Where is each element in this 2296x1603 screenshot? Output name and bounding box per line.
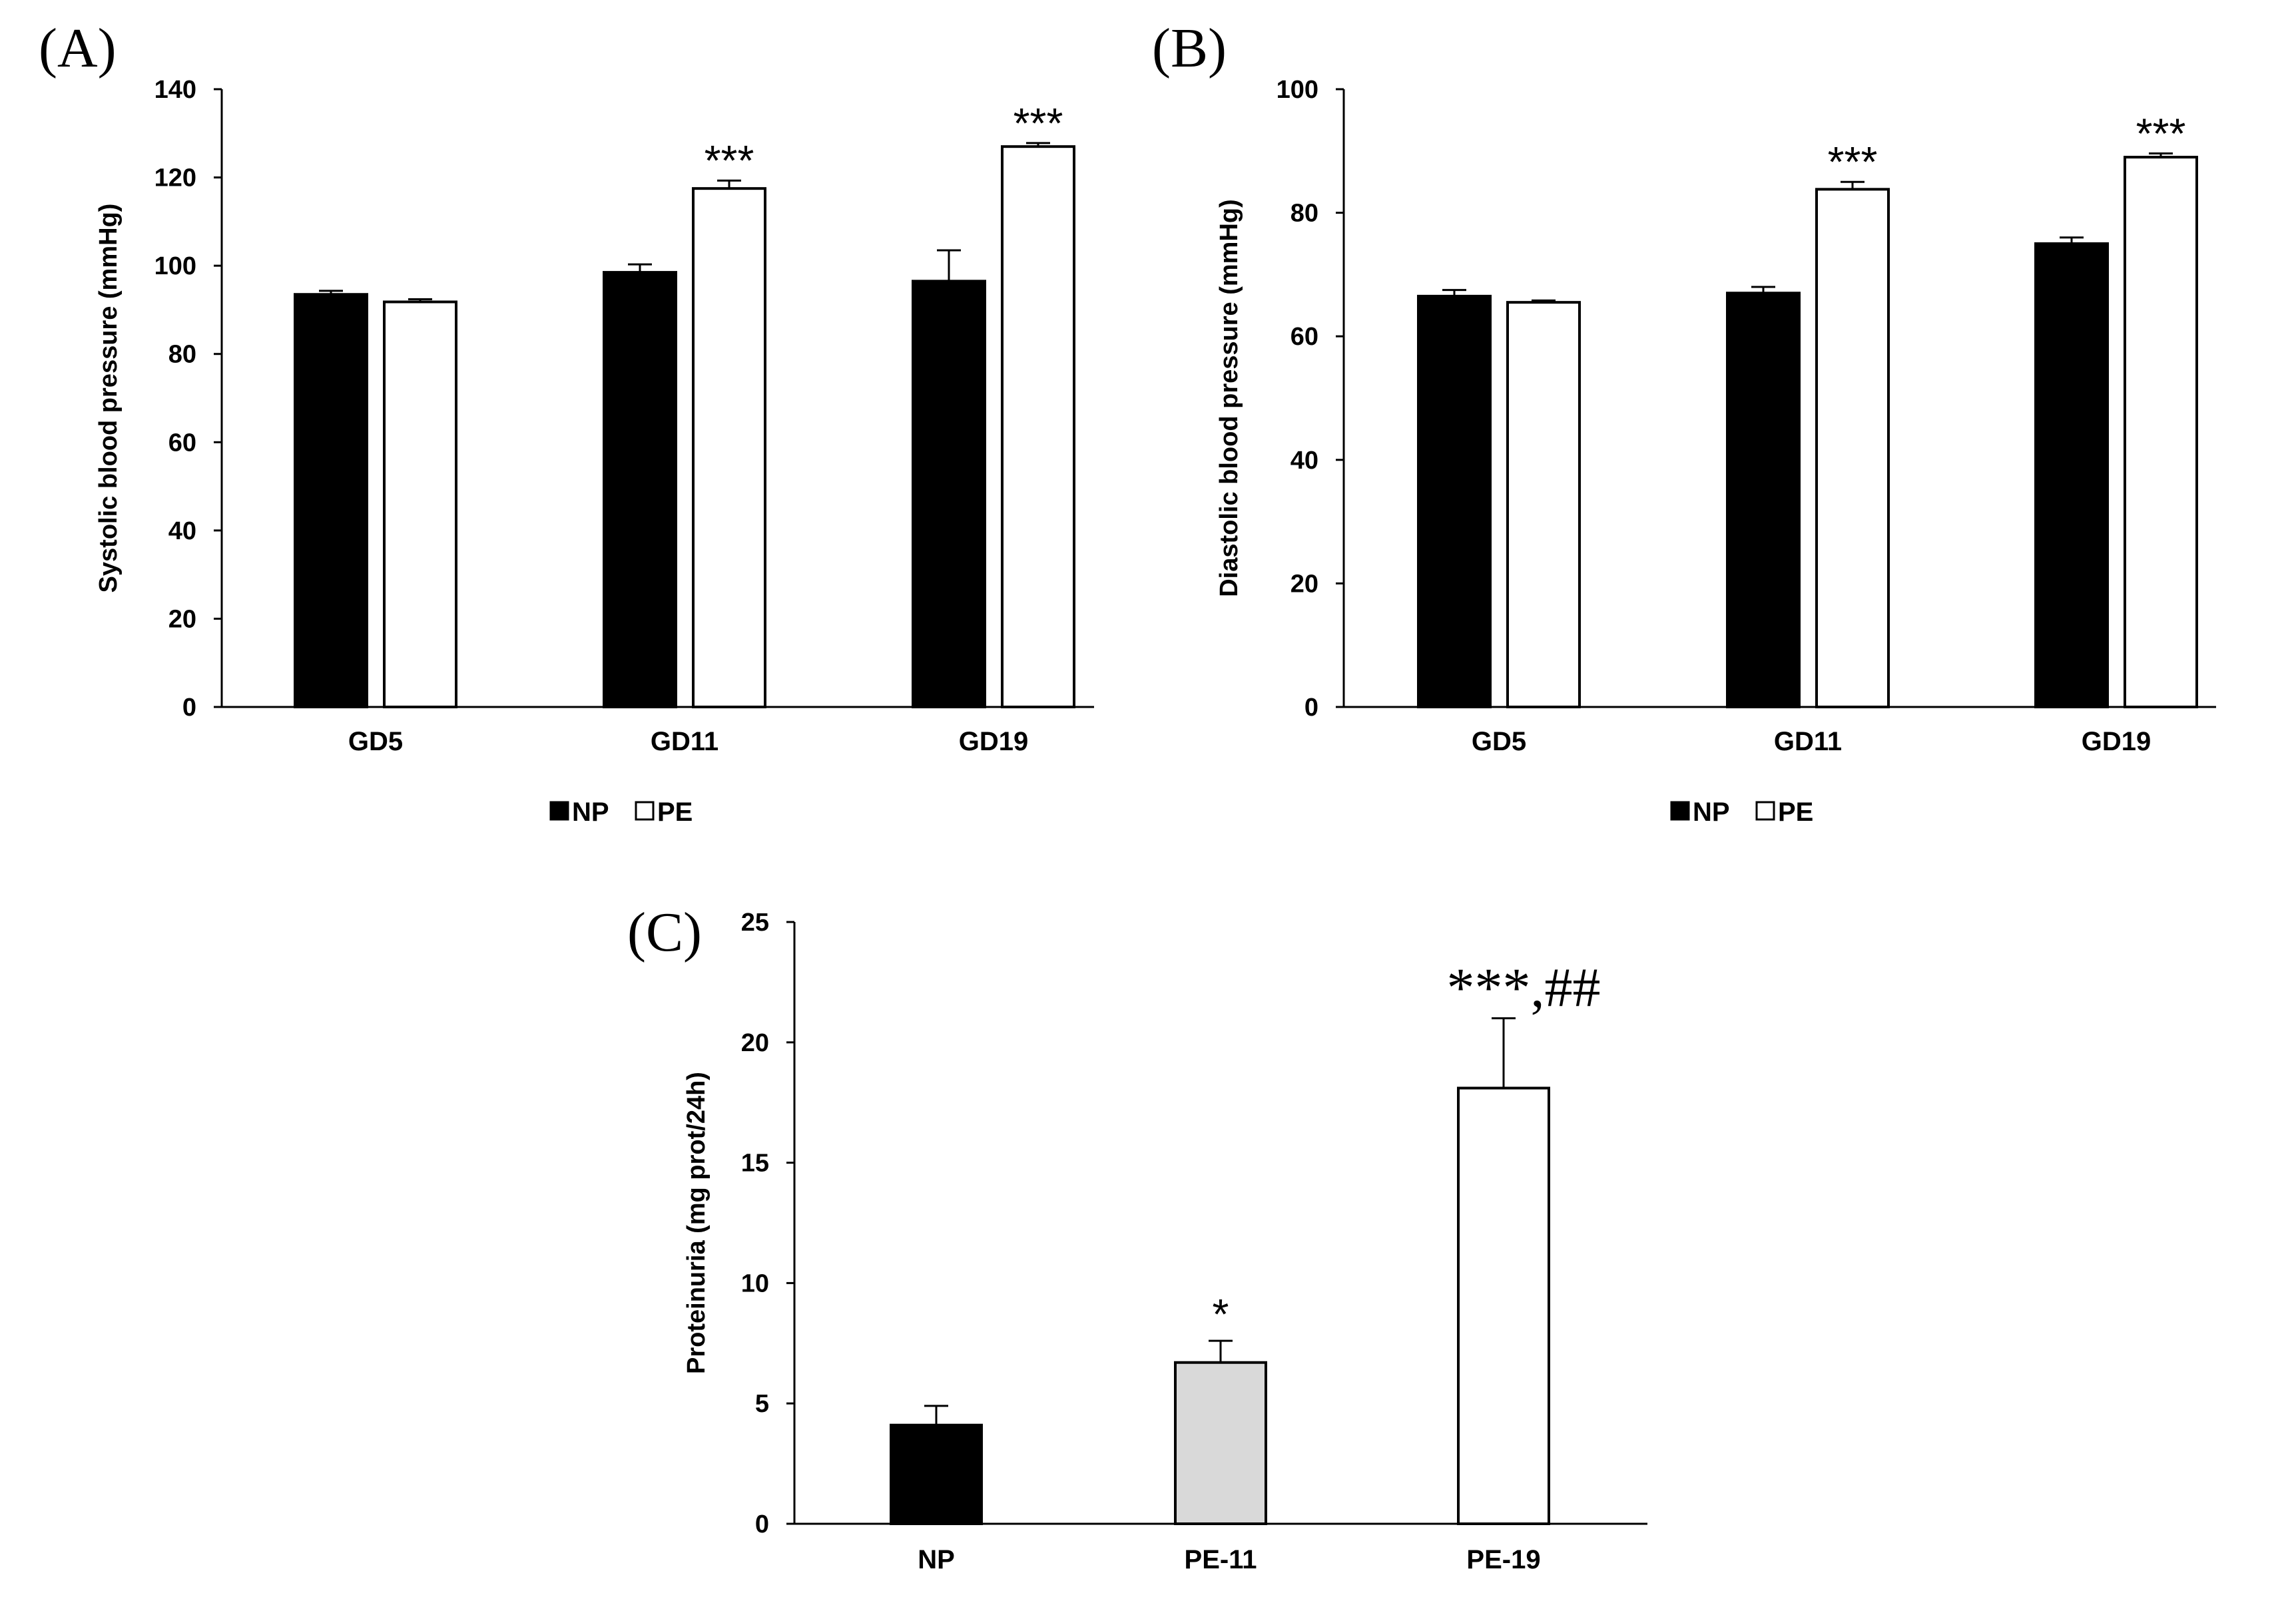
bar-pe-19 xyxy=(1457,1086,1550,1525)
y-tick-label: 80 xyxy=(168,341,196,369)
bar-pe-gd19 xyxy=(2124,156,2198,708)
y-tick-label: 40 xyxy=(1291,447,1318,475)
x-category-label: GD19 xyxy=(959,727,1029,756)
bar-np-gd11 xyxy=(1726,292,1801,708)
bar-pe-gd11 xyxy=(1815,188,1890,708)
y-tick-label: 0 xyxy=(1304,694,1318,722)
x-category-label: NP xyxy=(918,1545,955,1574)
y-tick-label: 120 xyxy=(154,164,196,192)
legend: NP PE xyxy=(1670,798,1813,827)
x-category-label: GD11 xyxy=(1774,727,1842,756)
y-tick-label: 20 xyxy=(1291,570,1318,598)
panel-label-b: (B) xyxy=(1152,17,1227,79)
y-tick-label: 100 xyxy=(1277,76,1318,104)
legend-swatch-np xyxy=(549,801,569,821)
y-tick-label: 25 xyxy=(741,909,769,937)
significance-label: *** xyxy=(1013,99,1063,147)
panel-b-chart: 0 20 40 60 80 100 Diastolic blood pressure (mm… xyxy=(1215,76,2216,827)
panel-label-a: (A) xyxy=(39,17,117,79)
bar-np-gd11 xyxy=(603,271,677,709)
bar-pe-gd5 xyxy=(1506,301,1581,709)
bar-np-gd5 xyxy=(1417,294,1492,708)
panel-c-chart: 0 5 10 15 20 25 Proteinuria (mg prot/24h) NP PE-… xyxy=(683,909,1647,1574)
bar-pe-gd11 xyxy=(692,187,766,708)
y-tick-label: 0 xyxy=(755,1510,769,1538)
y-axis-title: Diastolic blood pressure (mmHg) xyxy=(1215,199,1243,597)
y-tick-label: 60 xyxy=(1291,323,1318,351)
panel-a-chart: 0 20 40 60 80 100 120 140 Systolic blood pressur… xyxy=(95,76,1094,827)
significance-label: *** xyxy=(2136,110,2186,158)
significance-label: ***,## xyxy=(1447,957,1601,1019)
significance-label: *** xyxy=(1828,138,1878,186)
y-tick-label: 80 xyxy=(1291,200,1318,228)
legend-swatch-pe xyxy=(1755,801,1775,821)
legend-swatch-np xyxy=(1670,801,1690,821)
legend-swatch-pe xyxy=(635,801,655,821)
x-category-label: PE-19 xyxy=(1466,1545,1540,1574)
bar-np-gd19 xyxy=(912,280,986,709)
y-tick-label: 40 xyxy=(168,517,196,545)
legend-label-np: NP xyxy=(572,798,609,827)
bar-np-gd19 xyxy=(2034,242,2109,708)
significance-label: *** xyxy=(705,136,754,184)
legend-label-pe: PE xyxy=(1778,798,1813,827)
y-tick-label: 20 xyxy=(168,605,196,633)
y-axis-title: Systolic blood pressure (mmHg) xyxy=(95,204,123,593)
significance-label: * xyxy=(1213,1290,1229,1338)
panel-label-c: (C) xyxy=(627,901,702,963)
y-tick-label: 15 xyxy=(741,1150,769,1178)
bar-pe-gd5 xyxy=(383,300,457,708)
y-axis-title: Proteinuria (mg prot/24h) xyxy=(683,1072,711,1374)
legend-label-pe: PE xyxy=(657,798,693,827)
x-category-label: GD5 xyxy=(348,727,403,756)
y-tick-label: 0 xyxy=(182,694,196,722)
y-tick-label: 60 xyxy=(168,429,196,457)
bar-pe-gd19 xyxy=(1001,145,1075,708)
x-category-label: GD19 xyxy=(2082,727,2152,756)
legend-label-np: NP xyxy=(1693,798,1730,827)
y-tick-label: 5 xyxy=(755,1390,769,1418)
bar-pe-11 xyxy=(1174,1361,1267,1526)
legend: NP PE xyxy=(549,798,693,827)
y-tick-label: 140 xyxy=(154,76,196,104)
y-tick-label: 100 xyxy=(154,252,196,280)
bar-np xyxy=(890,1423,983,1525)
x-category-label: GD11 xyxy=(651,727,718,756)
x-category-label: PE-11 xyxy=(1185,1545,1257,1574)
y-tick-label: 20 xyxy=(741,1029,769,1057)
x-category-label: GD5 xyxy=(1472,727,1526,756)
y-tick-label: 10 xyxy=(741,1269,769,1297)
bar-np-gd5 xyxy=(294,293,368,708)
